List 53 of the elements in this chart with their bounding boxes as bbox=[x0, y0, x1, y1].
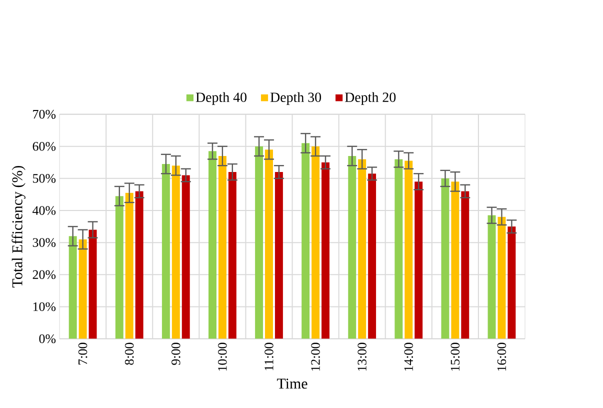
bar bbox=[508, 226, 516, 339]
x-tick-label: 8:00 bbox=[124, 342, 134, 365]
x-tick-label: 12:00 bbox=[311, 342, 320, 371]
bar bbox=[78, 239, 87, 339]
x-tick-label: 7:00 bbox=[78, 342, 88, 364]
bar bbox=[68, 236, 77, 339]
x-tick-label: 9:00 bbox=[172, 342, 180, 365]
x-tick-label: 13:00 bbox=[358, 342, 366, 371]
bar bbox=[488, 215, 496, 339]
x-tick-label: 11:00 bbox=[264, 342, 274, 370]
bar bbox=[172, 166, 180, 339]
bar bbox=[498, 216, 506, 339]
bar bbox=[125, 192, 134, 339]
bar bbox=[461, 191, 470, 339]
bar bbox=[451, 182, 460, 339]
bar bbox=[182, 175, 190, 339]
y-axis-title: Total Efficiency (%) bbox=[12, 166, 26, 288]
bar bbox=[348, 156, 356, 339]
bar bbox=[265, 149, 273, 339]
bar bbox=[368, 174, 376, 339]
bar bbox=[322, 162, 330, 339]
bar bbox=[208, 151, 216, 339]
bar bbox=[394, 159, 403, 339]
bar bbox=[228, 172, 236, 339]
legend-label: Depth 40 bbox=[196, 92, 246, 105]
x-axis-title: Time bbox=[277, 378, 308, 389]
bar bbox=[312, 146, 320, 339]
y-tick-label: 20% bbox=[32, 270, 56, 279]
x-tick-label: 10:00 bbox=[218, 342, 227, 371]
legend-label: Depth 30 bbox=[270, 92, 322, 105]
x-tick-label: 15:00 bbox=[450, 342, 460, 371]
bar bbox=[274, 172, 283, 339]
x-tick-label: 16:00 bbox=[497, 342, 506, 371]
y-tick-label: 40% bbox=[32, 206, 56, 215]
y-tick-label: 60% bbox=[32, 142, 56, 151]
y-tick-label: 30% bbox=[32, 238, 56, 247]
y-tick-label: 50% bbox=[33, 174, 56, 183]
bar bbox=[162, 164, 170, 339]
bar bbox=[88, 230, 97, 339]
legend-label: Depth 20 bbox=[345, 92, 396, 105]
y-tick-label: 70% bbox=[33, 110, 56, 119]
bar bbox=[255, 146, 264, 339]
bar bbox=[358, 159, 366, 339]
bar bbox=[115, 196, 124, 339]
bar bbox=[218, 156, 226, 339]
bar bbox=[414, 182, 423, 339]
y-tick-label: 10% bbox=[33, 302, 56, 311]
bar bbox=[302, 143, 310, 339]
bar bbox=[441, 178, 450, 339]
bar bbox=[135, 191, 144, 339]
y-tick-label: 0% bbox=[39, 334, 56, 344]
bar bbox=[404, 160, 413, 339]
x-tick-label: 14:00 bbox=[404, 342, 414, 371]
